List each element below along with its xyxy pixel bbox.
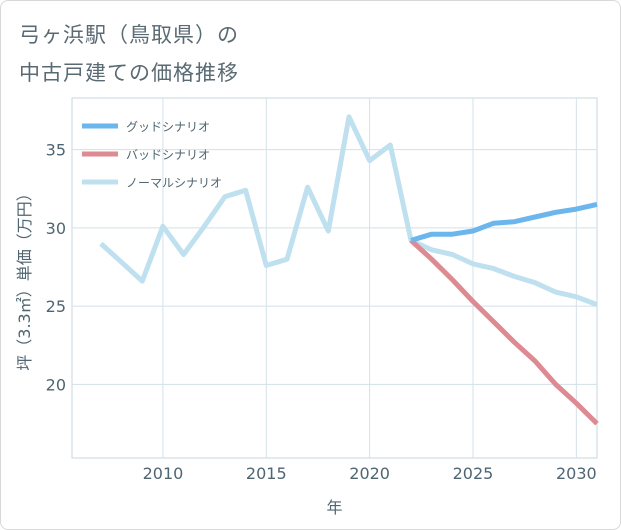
y-tick-label: 30 bbox=[46, 219, 66, 238]
y-tick-label: 25 bbox=[46, 297, 66, 316]
chart-title-line2: 中古戸建ての価格推移 bbox=[19, 61, 239, 85]
x-tick-label: 2020 bbox=[349, 464, 390, 483]
x-tick-label: 2015 bbox=[246, 464, 287, 483]
x-axis-title: 年 bbox=[326, 498, 342, 517]
series-layer bbox=[99, 114, 599, 426]
x-tick-label: 2010 bbox=[143, 464, 184, 483]
y-tick-label: 20 bbox=[46, 375, 66, 394]
y-tick-label: 35 bbox=[46, 141, 66, 160]
x-tick-label: 2025 bbox=[453, 464, 494, 483]
plot-frame bbox=[71, 97, 598, 459]
series-line-good bbox=[410, 201, 598, 243]
series-line-bad bbox=[409, 238, 599, 426]
chart-title-line1: 弓ヶ浜駅（鳥取県）の bbox=[19, 23, 239, 47]
legend-label-good: グッドシナリオ bbox=[126, 120, 210, 134]
x-tick-label: 2030 bbox=[556, 464, 597, 483]
axis-layer: 2010 2015 2020 2025 203020253035年坪（3.3㎡）単価（万… bbox=[15, 141, 597, 517]
series-line-normal bbox=[99, 114, 598, 307]
legend-label-bad: バッドシナリオ bbox=[126, 148, 210, 162]
y-axis-title: 坪（3.3㎡）単価（万円） bbox=[15, 185, 34, 370]
legend-label-normal: ノーマルシナリオ bbox=[126, 176, 222, 190]
